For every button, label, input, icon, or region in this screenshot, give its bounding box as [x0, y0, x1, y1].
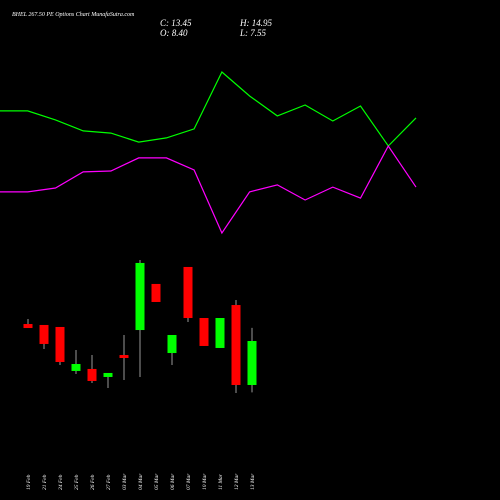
x-tick-label: 26 Feb [90, 474, 96, 490]
low-label: L: 7.55 [239, 28, 267, 38]
candle-body [55, 326, 65, 362]
candle-body [71, 363, 81, 371]
candle-body [247, 341, 257, 385]
candle-body [183, 266, 193, 319]
candle-body [215, 318, 225, 348]
x-tick-label: 04 Mar [137, 473, 144, 490]
high-label: H: 14.95 [239, 18, 272, 28]
candle-body [87, 368, 97, 381]
close-label: C: 13.45 [160, 18, 192, 28]
candle-body [199, 318, 209, 346]
candle-body [23, 324, 33, 329]
x-tick-label: 13 Mar [250, 473, 256, 490]
x-tick-label: 05 Mar [154, 473, 160, 490]
candle-body [135, 262, 145, 331]
x-tick-label: 24 Feb [57, 474, 64, 490]
chart-title: BHEL 267.50 PE Options Chart MunafaSutra… [12, 11, 135, 18]
x-tick-label: 11 Mar [218, 473, 224, 490]
x-tick-label: 19 Feb [26, 474, 32, 490]
candle-body [151, 283, 161, 302]
candle-body [231, 305, 241, 385]
x-tick-label: 10 Mar [202, 473, 208, 490]
indicator-line [0, 71, 417, 147]
candle-body [103, 372, 113, 377]
candle-body [119, 355, 129, 358]
x-tick-label: 27 Feb [106, 474, 112, 490]
x-tick-label: 03 Mar [122, 473, 128, 490]
candle-body [39, 324, 49, 344]
candle-body [167, 334, 177, 354]
open-label: O: 8.40 [160, 28, 188, 38]
x-tick-label: 06 Mar [170, 473, 176, 490]
x-tick-label: 07 Mar [186, 473, 192, 490]
x-tick-label: 21 Feb [42, 474, 48, 490]
x-tick-label: 25 Feb [74, 474, 80, 490]
x-tick-label: 12 Mar [234, 473, 240, 490]
indicator-line [0, 144, 417, 235]
